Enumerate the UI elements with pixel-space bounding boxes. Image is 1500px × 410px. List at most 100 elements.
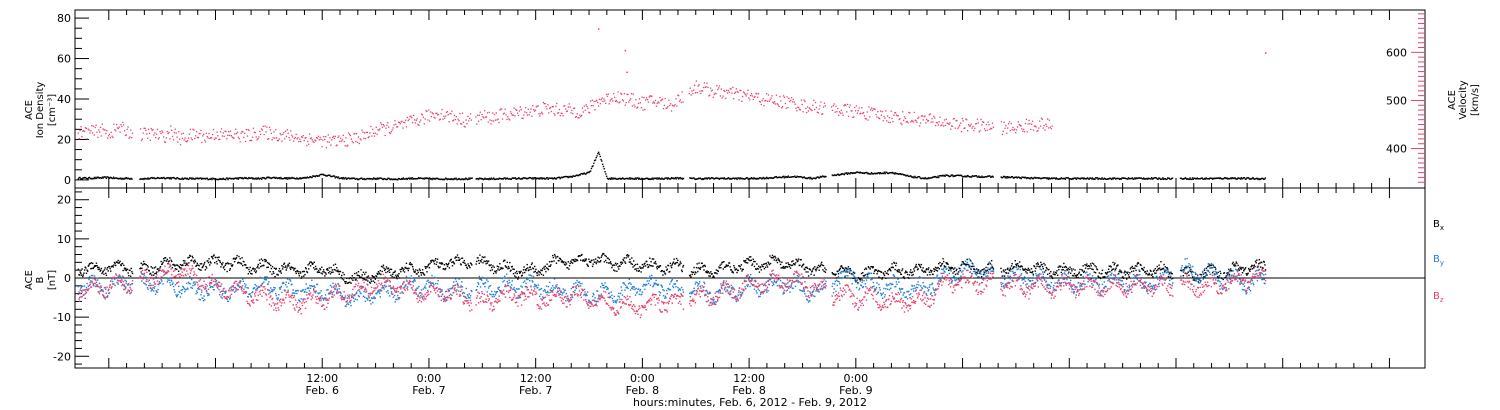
- density-point: [1082, 178, 1085, 180]
- density-point: [1247, 177, 1250, 179]
- velocity-point: [179, 138, 181, 140]
- b-bx-point: [621, 262, 624, 264]
- b-bx-point: [796, 259, 798, 261]
- velocity-point: [142, 132, 144, 134]
- density-point: [711, 177, 713, 179]
- density-point: [550, 177, 553, 180]
- velocity-point: [1046, 125, 1048, 128]
- velocity-point: [90, 130, 92, 132]
- b-bx-point: [904, 272, 906, 274]
- velocity-point: [629, 98, 632, 100]
- b-bx-point: [1010, 268, 1012, 270]
- density-point: [925, 178, 927, 180]
- b-bx-point: [484, 260, 487, 263]
- b-bx-point: [265, 259, 267, 261]
- density-point: [532, 177, 534, 179]
- density-point: [325, 175, 328, 177]
- b-bx-point: [976, 272, 979, 274]
- velocity-point: [938, 121, 940, 123]
- b-bx-point: [865, 267, 867, 269]
- density-point: [1154, 177, 1156, 179]
- velocity-point: [1016, 126, 1019, 128]
- b-by-point: [206, 292, 208, 295]
- b-bx-point: [579, 255, 581, 257]
- b-bx-point: [838, 269, 840, 272]
- density-point: [1227, 177, 1230, 180]
- b-bx-point: [1025, 268, 1028, 271]
- density-point: [854, 172, 857, 174]
- b-by-point: [204, 298, 206, 301]
- velocity-point: [218, 138, 220, 141]
- b-bx-point: [330, 266, 332, 269]
- b-bx-point: [909, 269, 912, 271]
- density-point: [1149, 177, 1151, 180]
- b-bx-point: [1056, 274, 1059, 276]
- density-point: [844, 172, 846, 174]
- density-point: [740, 178, 742, 180]
- b-bx-point: [596, 259, 599, 262]
- b-bx-point: [366, 276, 368, 278]
- density-point: [517, 178, 519, 180]
- b-by-point: [190, 286, 192, 289]
- velocity-point: [1019, 124, 1021, 126]
- velocity-point: [715, 92, 717, 95]
- density-point: [697, 177, 700, 180]
- velocity-point: [557, 112, 560, 114]
- density-point: [610, 177, 613, 179]
- velocity-point: [725, 89, 728, 91]
- density-point: [637, 178, 640, 180]
- density-point: [1086, 177, 1089, 179]
- velocity-point: [1030, 128, 1032, 131]
- b-bx-point: [231, 265, 233, 267]
- b-by-point: [200, 294, 202, 296]
- density-point: [1098, 177, 1101, 180]
- b-bx-point: [559, 257, 561, 260]
- velocity-point: [409, 115, 411, 118]
- b-by-point: [140, 272, 142, 274]
- density-point: [1141, 177, 1143, 180]
- velocity-point: [481, 113, 483, 116]
- b-bx-point: [665, 266, 667, 268]
- velocity-point: [372, 132, 375, 135]
- density-point: [972, 175, 974, 177]
- density-point: [1005, 176, 1007, 178]
- density-point: [308, 176, 311, 178]
- velocity-point: [633, 104, 635, 106]
- velocity-point: [570, 112, 572, 114]
- velocity-point: [801, 103, 803, 106]
- b-bx-point: [458, 259, 461, 261]
- b-bx-point: [211, 256, 213, 258]
- velocity-point: [753, 96, 755, 98]
- b-bx-point: [1119, 269, 1121, 271]
- b-bx-point: [791, 264, 794, 266]
- density-point: [146, 178, 148, 180]
- density-point: [372, 178, 374, 181]
- density-point: [1218, 177, 1220, 179]
- b-bx-point: [362, 277, 364, 280]
- density-point: [392, 178, 394, 181]
- b-bx-point: [701, 262, 703, 265]
- b-bx-point: [98, 268, 101, 270]
- velocity-point: [793, 101, 795, 103]
- density-point: [1010, 176, 1012, 179]
- density-point: [383, 177, 385, 180]
- velocity-point: [435, 112, 437, 115]
- velocity-point: [528, 114, 530, 116]
- velocity-point: [983, 128, 986, 130]
- b-bx-point: [123, 264, 125, 266]
- density-point: [861, 172, 863, 174]
- b-bx-point: [837, 273, 840, 275]
- velocity-point: [112, 136, 114, 139]
- velocity-point: [1018, 123, 1020, 126]
- velocity-point: [942, 122, 944, 124]
- velocity-point: [117, 127, 119, 130]
- b-bx-point: [704, 265, 706, 268]
- velocity-point: [220, 128, 223, 130]
- b-bx-point: [530, 268, 532, 271]
- b-bx-point: [1087, 268, 1089, 270]
- b-bx-point: [127, 272, 129, 274]
- density-point: [303, 177, 305, 179]
- b-bx-point: [899, 271, 901, 274]
- b-by-point: [91, 274, 94, 277]
- density-point: [1010, 176, 1013, 178]
